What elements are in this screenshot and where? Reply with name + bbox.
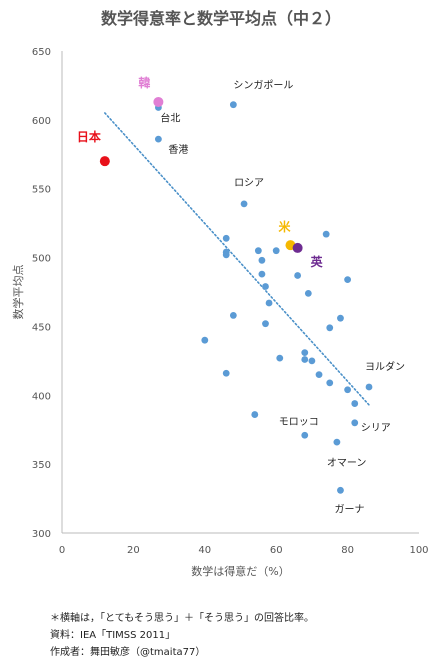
data-point [365,383,373,391]
data-point [258,256,266,264]
y-tick-label: 550 [32,185,51,196]
data-point [351,400,359,407]
source-note: 資料：IEA「TIMSS 2011」 [50,630,176,641]
point-label: オマーン [327,457,367,469]
x-axis-label: 数学は得意だ（%） [191,564,289,578]
y-tick-label: 400 [32,391,51,402]
point-label: ヨルダン [365,360,405,373]
data-point [337,314,344,322]
chart-title: 数学得意率と数学平均点（中２） [101,9,341,28]
data-point [301,356,309,363]
data-point [301,349,309,356]
data-point [351,419,359,427]
data-point [265,299,273,307]
data-point [326,324,334,332]
data-point [222,369,230,377]
x-tick-label: 0 [59,545,65,556]
x-tick-label: 100 [409,545,428,556]
data-point [276,354,284,362]
point-label: 台北 [160,111,180,124]
highlighted-point-label: 日本 [77,129,101,144]
point-label: ロシア [234,178,264,189]
data-point [201,336,209,344]
highlighted-point-label: 米 [278,219,291,234]
data-point [254,247,262,255]
y-tick-label: 450 [32,322,51,333]
highlighted-point [292,242,303,253]
x-tick-label: 60 [270,545,283,556]
data-point [258,270,266,278]
data-point [222,234,230,242]
data-point [240,200,248,208]
data-point [322,230,330,238]
trendline [104,112,370,406]
data-point [301,431,309,439]
data-point [308,357,316,365]
data-point [262,283,269,290]
data-point [333,438,341,446]
data-point [251,411,259,418]
x-tick-label: 20 [127,545,140,556]
data-point [222,251,230,259]
highlighted-point-label: 英 [311,254,324,269]
y-tick-label: 350 [32,460,51,471]
data-point [315,371,323,379]
x-tick-label: 40 [198,545,211,556]
y-axis-label: 数学平均点 [11,265,25,320]
data-point [229,312,237,319]
highlighted-point [153,96,164,107]
data-point [326,379,334,387]
data-point [344,386,351,394]
point-label: モロッコ [279,417,319,428]
y-tick-label: 500 [32,254,51,265]
author-note: 作成者：舞田敏彦（@tmaita77） [50,647,206,658]
y-tick-label: 300 [32,529,51,540]
highlighted-point [99,156,110,167]
x-tick-label: 80 [341,545,354,556]
data-point [154,135,162,143]
data-point [229,101,237,109]
point-label: シンガポール [233,80,293,92]
point-label: 香港 [168,144,188,156]
y-tick-label: 650 [32,47,51,58]
scatter-chart: 数学得意率と数学平均点（中２） 300 350 400 450 500 550 600 650 0… [11,9,429,578]
data-point [272,247,280,255]
point-label: シリア [361,423,391,434]
data-point [262,320,269,328]
data-point [344,276,351,284]
data-point [294,272,302,279]
data-point [304,289,312,297]
data-point [337,486,344,494]
y-tick-label: 600 [32,116,51,127]
point-label: ガーナ [334,503,364,515]
footnote: ＊横軸は，「とてもそう思う」＋「そう思う」の回答比率。 [50,613,314,624]
highlighted-point-label: 韓 [138,75,150,90]
